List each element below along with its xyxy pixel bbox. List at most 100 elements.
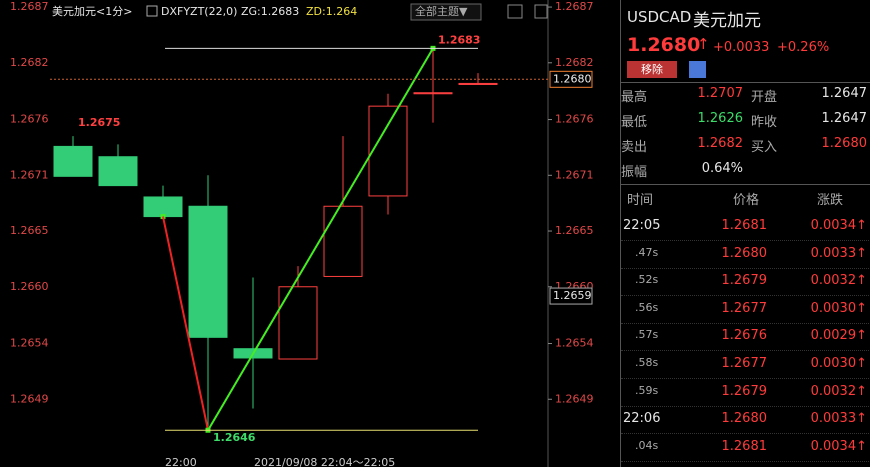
y-tick-label: 1.2671 — [10, 168, 49, 181]
candle-body — [98, 156, 138, 187]
tick-price: 1.2681 — [721, 218, 768, 233]
remove-button[interactable]: 移除 — [627, 61, 677, 78]
tick-price: 1.2679 — [721, 273, 768, 289]
tick-price: 1.2680 — [721, 245, 768, 261]
last-price: 1.2680 — [627, 34, 701, 56]
y-tick-label-right: 1.2682 — [555, 56, 594, 69]
theme-button[interactable] — [410, 3, 482, 21]
candle-body — [323, 205, 363, 277]
tick-time: .04s — [635, 438, 659, 452]
y-tick-label: 1.2660 — [10, 280, 49, 293]
chart: 美元加元<1分> DXFYZT(22,0) ZG:1.2683 ZD:1.264… — [10, 0, 594, 467]
annotation: 1.2646 — [213, 431, 256, 444]
quote-panel: USDCAD 美元加元 1.2680 ↑ +0.0033 +0.26% 移除 最… — [620, 0, 870, 467]
tick-change: 0.0034↑ — [810, 218, 867, 233]
stat-value: 1.2680 — [821, 136, 868, 151]
row-separator — [621, 350, 870, 352]
zigzag-segment — [162, 216, 209, 431]
stat-label: 振幅 — [621, 165, 648, 180]
tick-price: 1.2677 — [721, 300, 768, 316]
tick-time: .57s — [635, 328, 659, 342]
row-separator — [621, 460, 870, 462]
symbol-name: 美元加元 — [693, 11, 761, 31]
y-tick-label: 1.2649 — [10, 392, 49, 405]
candle-body — [53, 145, 93, 177]
stat-value: 0.64% — [701, 161, 743, 176]
candle-body — [368, 105, 408, 197]
tick-change: 0.0029↑ — [810, 328, 867, 344]
stat-label: 卖出 — [621, 140, 648, 155]
theme-button-label: 全部主题▼ — [415, 4, 468, 18]
annotation: 1.2683 — [438, 33, 480, 46]
row-separator — [621, 295, 870, 297]
price-box — [549, 287, 593, 305]
alert-button[interactable] — [689, 61, 706, 78]
remove-label: 移除 — [641, 63, 663, 76]
y-tick-label-right: 1.2654 — [555, 337, 594, 350]
separator — [621, 82, 870, 83]
tick-change: 0.0033↑ — [810, 411, 867, 427]
tick-price: 1.2681 — [721, 438, 768, 454]
stat-label: 最高 — [621, 90, 648, 105]
y-tick-label: 1.2682 — [10, 56, 49, 69]
row-separator — [621, 267, 870, 269]
row-separator — [621, 322, 870, 324]
header: 时间 — [627, 193, 654, 208]
x-label: 22:00 — [165, 456, 197, 467]
chart-title: 美元加元<1分> — [52, 5, 132, 18]
row-separator — [621, 405, 870, 407]
y-tick-label: 1.2687 — [10, 0, 49, 13]
y-tick-label-right: 1.2676 — [555, 113, 594, 126]
symbol: USDCAD — [627, 8, 692, 26]
candle-body — [278, 286, 318, 360]
stat-label: 开盘 — [751, 90, 778, 105]
separator — [621, 184, 870, 185]
candle-body — [413, 92, 453, 95]
indicator: DXFYZT(22,0) — [161, 5, 237, 18]
close-button[interactable] — [534, 4, 548, 19]
tick-price: 1.2679 — [721, 383, 768, 399]
window-button[interactable] — [507, 4, 523, 19]
y-tick-label-right: 1.2671 — [555, 168, 594, 181]
tick-time: 22:05 — [623, 218, 661, 233]
stat-label: 昨收 — [751, 115, 778, 130]
change-pct: +0.26% — [777, 40, 830, 55]
tick-time: 22:06 — [623, 411, 661, 427]
tick-price: 1.2680 — [721, 411, 768, 427]
tick-time: .59s — [635, 383, 659, 397]
zigzag-segment — [207, 47, 434, 431]
tick-price: 1.2677 — [721, 356, 768, 371]
stat-value: 1.2626 — [697, 111, 744, 126]
row-separator — [621, 433, 870, 435]
stat-label: 买入 — [751, 140, 778, 155]
tick-time: .52s — [635, 273, 659, 287]
y-tick-label: 1.2654 — [10, 337, 49, 350]
tick-change: 0.0032↑ — [810, 273, 867, 289]
candle-body — [143, 196, 183, 218]
tick-change: 0.0030↑ — [810, 356, 867, 371]
price-label: 1.2659 — [553, 289, 592, 302]
tick-change: 0.0033↑ — [810, 245, 867, 261]
tick-price: 1.2676 — [721, 328, 768, 344]
price-arrow: ↑ — [697, 35, 710, 53]
y-tick-label-right: 1.2687 — [555, 0, 594, 13]
y-tick-label: 1.2665 — [10, 224, 49, 237]
stat-value: 1.2682 — [697, 136, 744, 151]
annotation: 1.2675 — [78, 116, 120, 129]
stat-value: 1.2647 — [821, 86, 868, 101]
header: 价格 — [733, 193, 760, 208]
tick-change: 0.0030↑ — [810, 300, 867, 316]
stat-value: 1.2707 — [697, 86, 744, 101]
change: +0.0033 — [713, 40, 770, 55]
zd: ZD:1.264 — [306, 5, 357, 18]
row-separator — [621, 240, 870, 241]
stat-label: 最低 — [621, 115, 648, 130]
candle-body — [458, 82, 498, 85]
tick-time: .56s — [635, 300, 659, 314]
zg: ZG:1.2683 — [241, 5, 299, 18]
x-label: 2021/09/08 22:04～22:05 — [254, 456, 395, 467]
tick-time: .58s — [635, 356, 659, 369]
indicator-icon[interactable] — [146, 5, 158, 17]
tick-time: .47s — [635, 245, 659, 259]
